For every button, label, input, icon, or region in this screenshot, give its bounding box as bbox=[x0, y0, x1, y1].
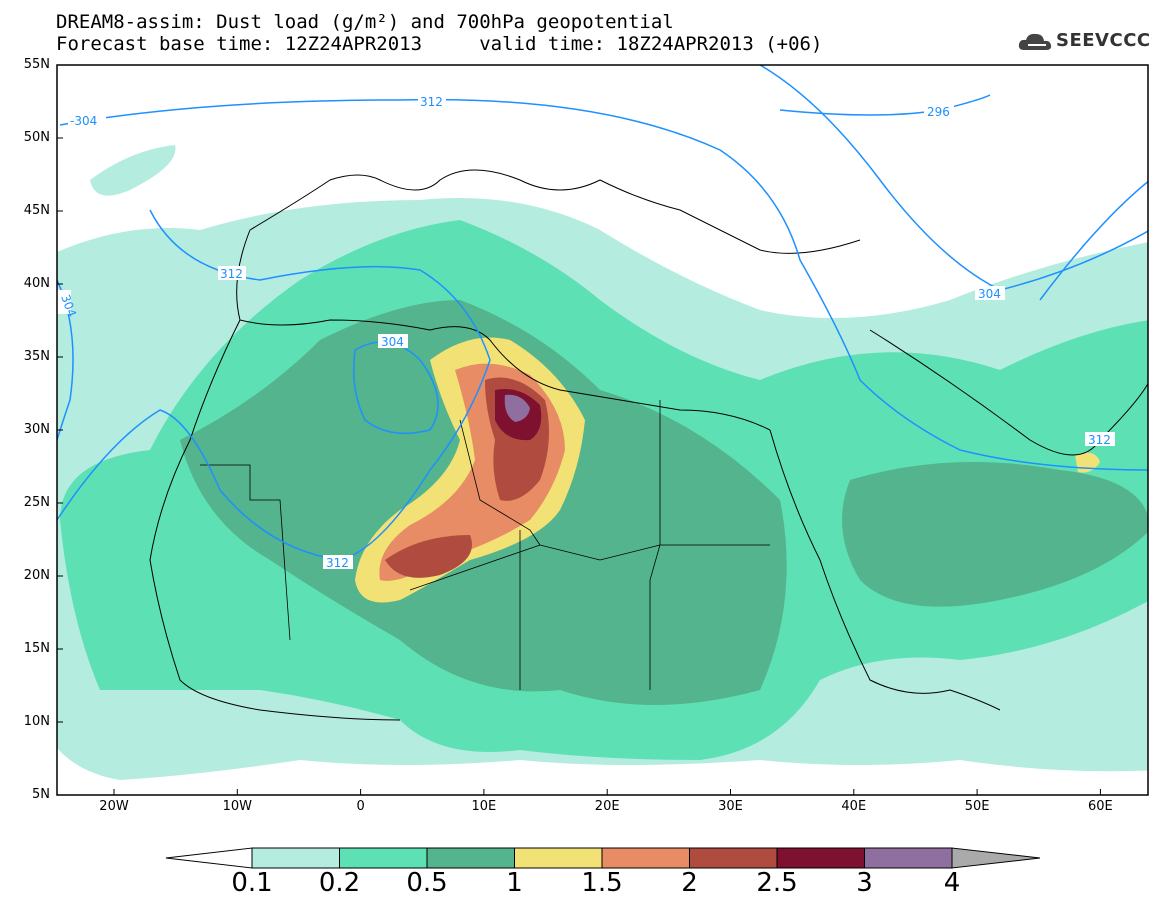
dust-level-3 bbox=[504, 394, 530, 422]
contour-label: 312 bbox=[326, 556, 349, 570]
contour-label: 312 bbox=[420, 95, 443, 109]
lon-label: 30E bbox=[718, 799, 743, 814]
lon-label: 10E bbox=[471, 799, 497, 814]
colorbar-label: 4 bbox=[943, 868, 961, 898]
colorbar-swatch bbox=[864, 847, 953, 869]
lon-label: 20E bbox=[594, 799, 620, 814]
lat-label: 10N bbox=[23, 714, 50, 729]
colorbar bbox=[165, 847, 1041, 869]
lon-label: 20W bbox=[99, 799, 129, 814]
colorbar-label: 1.5 bbox=[581, 868, 623, 898]
colorbar-label: 0.5 bbox=[406, 868, 448, 898]
colorbar-swatch bbox=[689, 847, 778, 869]
colorbar-high-extend bbox=[951, 847, 1041, 869]
lat-label: 40N bbox=[23, 276, 50, 291]
contour-label: 312 bbox=[220, 267, 243, 281]
lon-label: 0 bbox=[356, 799, 365, 814]
colorbar-swatch bbox=[776, 847, 865, 869]
lon-label: 60E bbox=[1088, 799, 1113, 814]
lon-label: 50E bbox=[964, 799, 990, 814]
colorbar-swatch bbox=[251, 847, 340, 869]
colorbar-label: 0.1 bbox=[231, 868, 273, 898]
colorbar-swatch bbox=[426, 847, 515, 869]
cloud-logo-icon bbox=[1018, 33, 1052, 50]
dust-level-0.5-east bbox=[842, 462, 1148, 607]
contour-label: 304 bbox=[381, 335, 404, 349]
colorbar-label: 1 bbox=[506, 868, 523, 898]
dust-level-0.1-north bbox=[90, 145, 176, 196]
colorbar-low-extend bbox=[165, 847, 253, 869]
logo-text: SEEVCCC bbox=[1056, 30, 1151, 51]
lat-label: 15N bbox=[23, 641, 50, 656]
contour-label: 312 bbox=[1088, 433, 1111, 447]
country-borders bbox=[200, 400, 770, 690]
colorbar-label: 2.5 bbox=[756, 868, 798, 898]
dust-level-2-south bbox=[385, 535, 472, 578]
contour-label: -304 bbox=[70, 114, 97, 128]
colorbar-swatch bbox=[601, 847, 690, 869]
contour-label: 296 bbox=[927, 105, 950, 119]
lat-label: 50N bbox=[23, 130, 50, 145]
map-subtitle: Forecast base time: 12Z24APR2013 valid t… bbox=[56, 33, 823, 55]
lat-label: 25N bbox=[23, 495, 50, 510]
colorbar-label: 3 bbox=[856, 868, 873, 898]
map-title: DREAM8-assim: Dust load (g/m²) and 700hP… bbox=[56, 11, 674, 33]
lon-label: 40E bbox=[841, 799, 867, 814]
colorbar-swatch bbox=[339, 847, 428, 869]
colorbar-label: 2 bbox=[681, 868, 698, 898]
coastlines bbox=[149, 169, 1148, 721]
lon-label: 10W bbox=[222, 799, 252, 814]
contour-label: 304 bbox=[978, 287, 1001, 301]
lat-label: 55N bbox=[23, 57, 50, 72]
lat-label: 35N bbox=[23, 349, 50, 364]
contour-labels: -304 312 312 304 304 312 296 304 312 bbox=[57, 94, 1115, 570]
lat-label: 45N bbox=[23, 203, 50, 218]
lat-label: 30N bbox=[23, 422, 50, 437]
colorbar-label: 0.2 bbox=[318, 868, 361, 898]
colorbar-swatch bbox=[514, 847, 603, 869]
lat-label: 5N bbox=[32, 787, 50, 802]
lat-label: 20N bbox=[23, 568, 50, 583]
